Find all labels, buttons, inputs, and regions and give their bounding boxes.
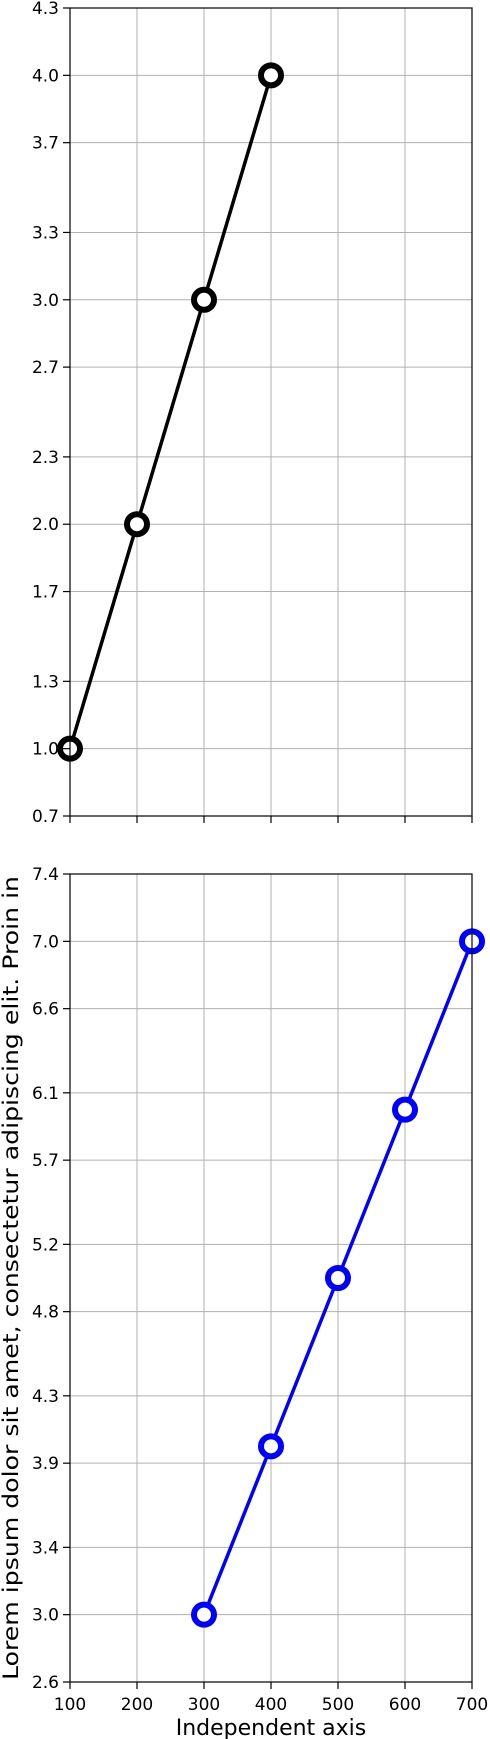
y-tick-label: 3.7 (32, 134, 59, 154)
y-axis-label: Lorem ipsum dolor sit amet, consectetur … (0, 876, 23, 1680)
series-line (68, 73, 273, 751)
y-tick-label: 6.6 (32, 1000, 59, 1020)
y-tick-label: 7.0 (32, 932, 59, 952)
y-tick-label: 7.4 (32, 865, 59, 885)
y-tick-label: 4.8 (32, 1303, 59, 1323)
y-tick-label: 5.7 (32, 1151, 59, 1171)
x-tick-label: 300 (188, 1695, 220, 1715)
data-point (191, 286, 217, 313)
y-tick-label: 3.3 (32, 223, 59, 243)
y-tick-label: 2.7 (32, 358, 59, 378)
data-point (258, 1433, 284, 1460)
y-tick-label: 4.0 (32, 66, 59, 86)
y-tick-label: 1.7 (32, 583, 59, 603)
data-point (191, 1601, 217, 1628)
y-tick-label: 4.3 (32, 0, 59, 19)
x-tick-label: 500 (322, 1695, 354, 1715)
y-tick-label: 6.1 (32, 1084, 59, 1104)
x-tick-label: 200 (121, 1695, 153, 1715)
x-tick-label: 700 (456, 1695, 488, 1715)
y-tick-label: 4.3 (32, 1387, 59, 1407)
y-tick-label: 3.4 (32, 1538, 59, 1558)
y-tick-label: 0.7 (32, 807, 59, 827)
x-tick-label: 100 (54, 1695, 86, 1715)
y-tick-label: 1.0 (32, 740, 59, 760)
y-tick-label: 3.0 (32, 1606, 59, 1626)
y-tick-label: 3.9 (32, 1454, 59, 1474)
data-point (258, 62, 284, 89)
y-tick-label: 2.0 (32, 515, 59, 535)
bottom-chart-panel: 2.6 3.0 3.4 3.9 4.3 4.8 5.2 5.7 6.1 6.6 7.0 7.4 100 2… (0, 865, 488, 1739)
y-tick-label: 2.6 (32, 1673, 59, 1693)
y-tick-label: 3.0 (32, 291, 59, 311)
x-tick-label: 600 (389, 1695, 421, 1715)
y-tick-label: 5.2 (32, 1235, 59, 1255)
data-point (325, 1265, 351, 1291)
y-tick-label: 1.3 (32, 672, 59, 692)
top-chart-panel: 0.7 1.0 1.3 1.7 2.0 2.3 2.7 3.0 3.3 3.7 4.0 4.3 (32, 0, 473, 827)
data-point (124, 511, 150, 538)
x-axis-label: Independent axis (176, 1716, 367, 1739)
x-tick-label: 400 (255, 1695, 287, 1715)
data-point (392, 1096, 418, 1123)
y-tick-label: 2.3 (32, 448, 59, 468)
